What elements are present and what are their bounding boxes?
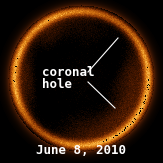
Text: coronal: coronal bbox=[42, 67, 95, 80]
Text: June 8, 2010: June 8, 2010 bbox=[36, 143, 126, 156]
Text: hole: hole bbox=[42, 79, 72, 91]
